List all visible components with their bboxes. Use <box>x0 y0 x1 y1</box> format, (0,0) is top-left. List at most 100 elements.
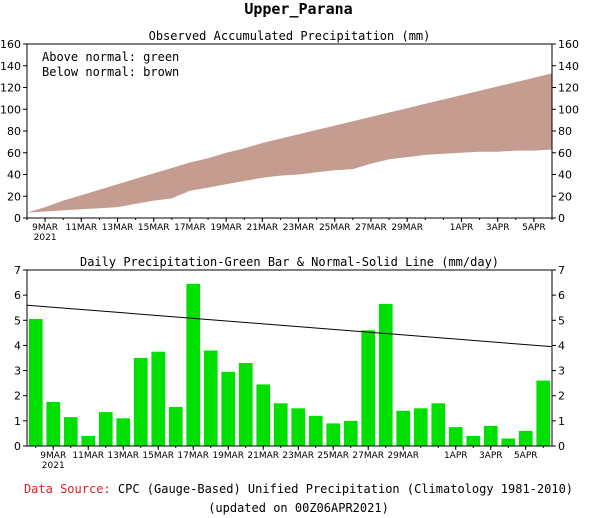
chart2-xtick-label: 3APR <box>479 451 503 461</box>
chart2-xtick-year: 2021 <box>42 461 65 471</box>
chart1-ytick-label-right: 160 <box>558 38 579 51</box>
chart1-ytick-label-left: 40 <box>7 169 21 182</box>
chart1-xtick-label: 5APR <box>522 223 546 233</box>
daily-precip-bar <box>168 407 183 446</box>
daily-precip-bar <box>343 420 358 446</box>
chart1-ytick-label-left: 160 <box>0 38 21 51</box>
chart1-ytick-label-right: 60 <box>558 147 572 160</box>
chart2-xtick-label: 23MAR <box>282 451 314 461</box>
chart2-ytick-label-right: 3 <box>558 365 565 378</box>
chart2-ytick-label-right: 0 <box>558 440 565 453</box>
chart2-ytick-label-right: 7 <box>558 264 565 277</box>
daily-precip-bar <box>28 319 43 446</box>
chart1-xtick-label: 15MAR <box>138 223 170 233</box>
chart2-xtick-label: 5APR <box>514 451 538 461</box>
chart2-ytick-label-right: 4 <box>558 339 565 352</box>
chart1-xtick-year: 2021 <box>34 233 57 243</box>
chart2-xtick-label: 9MAR <box>40 451 66 461</box>
daily-precip-bar <box>378 303 393 446</box>
chart1-xtick-label: 27MAR <box>355 223 387 233</box>
chart2-title: Daily Precipitation-Green Bar & Normal-S… <box>80 255 499 269</box>
chart1-xtick-label: 13MAR <box>102 223 134 233</box>
chart2-xtick-label: 1APR <box>444 451 468 461</box>
daily-precip-bar <box>46 402 61 446</box>
chart1-xtick-label: 25MAR <box>319 223 351 233</box>
daily-precip-bar <box>518 430 533 446</box>
chart1-xtick-label: 21MAR <box>247 223 279 233</box>
chart1-xtick-label: 11MAR <box>65 223 97 233</box>
chart1-title: Observed Accumulated Precipitation (mm) <box>149 29 431 43</box>
chart2-xtick-label: 27MAR <box>352 451 384 461</box>
daily-precip-bar <box>133 358 148 446</box>
chart2-ytick-label-left: 2 <box>14 390 21 403</box>
daily-precip-bar <box>536 380 551 446</box>
chart1-ytick-label-left: 120 <box>0 82 21 95</box>
updated-note: (updated on 00Z06APR2021) <box>208 501 389 515</box>
chart2-ytick-label-left: 6 <box>14 289 21 302</box>
normal-line <box>26 304 553 348</box>
chart2-xtick-label: 17MAR <box>177 451 209 461</box>
daily-precip-bar <box>98 412 113 446</box>
chart2-ytick-label-left: 5 <box>14 314 21 327</box>
chart2-ytick-label-right: 6 <box>558 289 565 302</box>
chart2-ytick-label-right: 5 <box>558 314 565 327</box>
daily-precip-bar <box>186 283 201 446</box>
daily-precip-bar <box>203 350 218 446</box>
below-normal-area <box>27 73 552 213</box>
main-title: Upper_Parana <box>244 0 352 18</box>
chart2-ytick-label-left: 0 <box>14 440 21 453</box>
daily-precip-bar <box>273 403 288 446</box>
chart2-ytick-label-left: 7 <box>14 264 21 277</box>
chart1-ytick-label-left: 80 <box>7 125 21 138</box>
daily-precip-bar <box>116 418 131 446</box>
daily-precip-bar <box>63 417 78 446</box>
chart1-xtick-label: 9MAR <box>32 223 58 233</box>
daily-precip-bar <box>466 435 481 446</box>
chart1-xtick-label: 17MAR <box>174 223 206 233</box>
chart1-ytick-label-right: 0 <box>558 212 565 225</box>
chart2-xtick-label: 11MAR <box>72 451 104 461</box>
chart2-ytick-label-right: 1 <box>558 415 565 428</box>
legend-above-normal: Above normal: green <box>42 50 179 64</box>
daily-precip-bar <box>431 403 446 446</box>
data-source-text: CPC (Gauge-Based) Unified Precipitation … <box>110 482 574 496</box>
chart1-ytick-label-right: 100 <box>558 103 579 116</box>
daily-precip-bar <box>238 363 253 446</box>
chart2-ytick-label-left: 4 <box>14 339 21 352</box>
chart1-ytick-label-left: 0 <box>14 212 21 225</box>
chart1-ytick-label-right: 120 <box>558 82 579 95</box>
chart1-ytick-label-right: 140 <box>558 60 579 73</box>
chart1-xtick-label: 1APR <box>450 223 474 233</box>
daily-precip-bar <box>483 425 498 446</box>
chart2-xtick-label: 15MAR <box>142 451 174 461</box>
daily-precip-bar <box>256 384 271 446</box>
chart2-frame <box>26 269 553 447</box>
chart2-xtick-label: 19MAR <box>212 451 244 461</box>
daily-precip-bar <box>81 435 96 446</box>
daily-precip-bar <box>501 438 516 446</box>
chart1-xtick-label: 29MAR <box>391 223 423 233</box>
chart2-xtick-label: 21MAR <box>247 451 279 461</box>
chart1-ytick-label-left: 20 <box>7 190 21 203</box>
chart2-xtick-label: 25MAR <box>317 451 349 461</box>
chart1-xtick-label: 23MAR <box>283 223 315 233</box>
daily-precip-bar <box>308 415 323 446</box>
chart1-ytick-label-left: 100 <box>0 103 21 116</box>
daily-precip-bar <box>326 423 341 446</box>
data-source-label: Data Source: <box>23 482 111 496</box>
daily-precip-bar <box>396 410 411 446</box>
chart1-ytick-label-left: 60 <box>7 147 21 160</box>
daily-precip-bar <box>413 408 428 446</box>
chart1-xtick-label: 19MAR <box>210 223 242 233</box>
legend-below-normal: Below normal: brown <box>42 65 179 79</box>
daily-precip-bar <box>291 408 306 446</box>
daily-precip-bar <box>151 351 166 446</box>
chart1-ytick-label-right: 80 <box>558 125 572 138</box>
chart2-ytick-label-left: 1 <box>14 415 21 428</box>
data-source-line: Data Source: CPC (Gauge-Based) Unified P… <box>0 482 597 496</box>
chart2-xtick-label: 13MAR <box>107 451 139 461</box>
chart1-ytick-label-right: 40 <box>558 169 572 182</box>
daily-precip-bar <box>448 427 463 446</box>
daily-precip-bar <box>221 371 236 446</box>
